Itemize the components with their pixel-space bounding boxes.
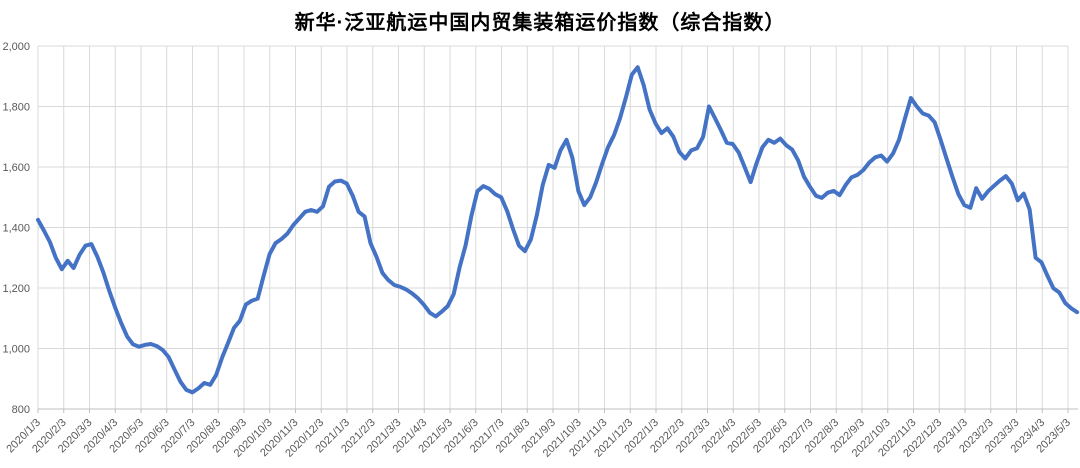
y-tick-label: 1,600 (2, 162, 30, 174)
y-tick-label: 800 (12, 404, 30, 416)
series-line (36, 65, 1080, 395)
y-tick-label: 2,000 (2, 41, 30, 53)
chart-title: 新华·泛亚航运中国内贸集装箱运价指数（综合指数） (294, 12, 786, 34)
y-tick-label: 1,800 (2, 102, 30, 114)
y-tick-label: 1,000 (2, 344, 30, 356)
y-tick-label: 1,200 (2, 283, 30, 295)
y-tick-label: 1,400 (2, 223, 30, 235)
